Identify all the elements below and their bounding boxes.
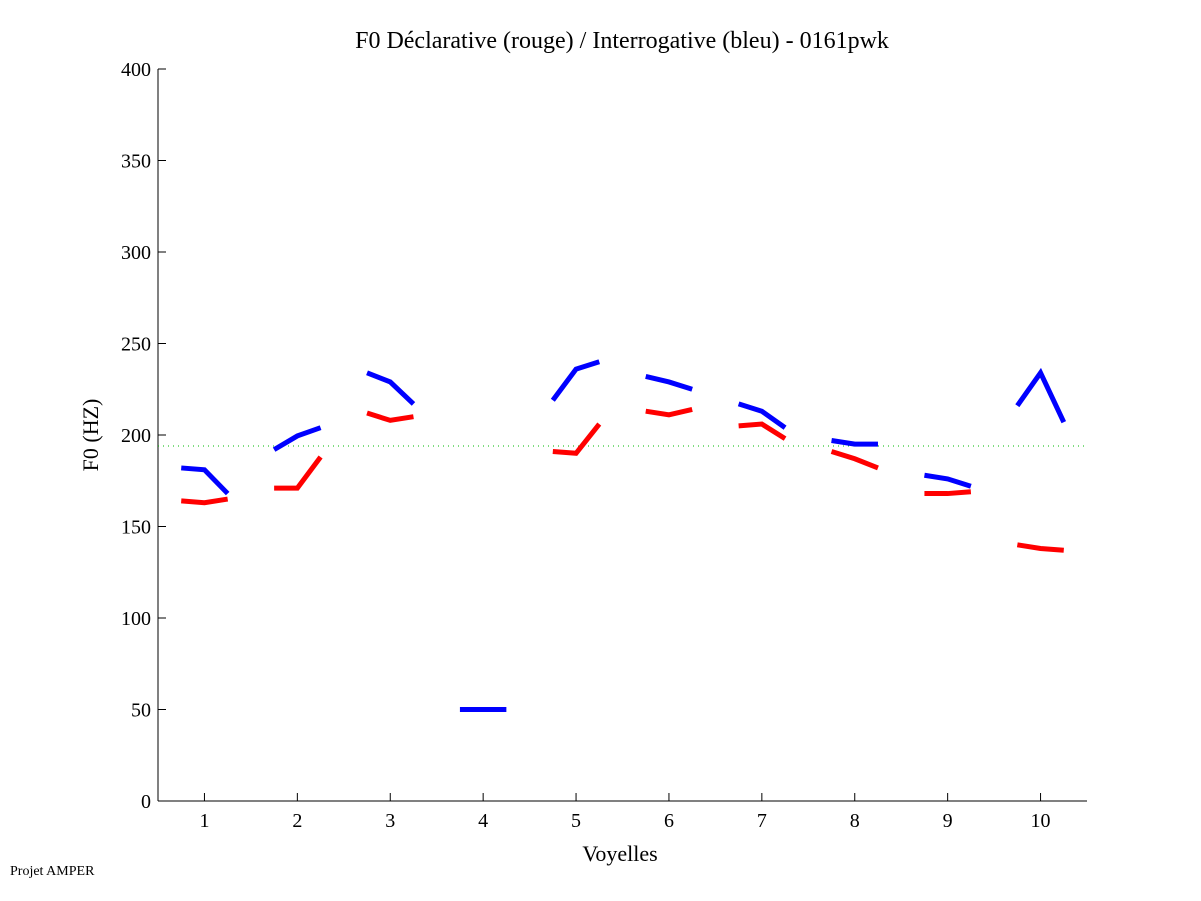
declarative-segment-2 <box>274 455 323 491</box>
interrogative-segment-9 <box>924 472 972 489</box>
declarative-segment-8 <box>830 449 879 471</box>
interrogative-segment-8 <box>831 438 878 447</box>
declarative-segment-3 <box>366 410 414 423</box>
declarative-segment-10 <box>1016 542 1064 553</box>
x-tick-label: 3 <box>385 810 395 832</box>
declarative-segment-9 <box>924 489 972 497</box>
x-tick-label: 9 <box>943 810 953 832</box>
y-tick-label: 300 <box>121 242 151 264</box>
y-tick-label: 250 <box>121 334 151 356</box>
y-axis-label: F0 (HZ) <box>78 399 103 472</box>
interrogative-segment-6 <box>645 374 693 392</box>
chart-title: F0 Déclarative (rouge) / Interrogative (… <box>355 28 889 54</box>
y-tick-label: 0 <box>141 791 151 813</box>
declarative-segment-5 <box>552 422 602 456</box>
axes: 0 50 100 150 200 250 300 350 400 1 2 3 4 5 6 7 8 9 10 <box>121 59 1087 832</box>
x-tick-label: 10 <box>1031 810 1051 832</box>
interrogative-segment-5 <box>550 359 601 402</box>
y-tick-label: 50 <box>131 700 151 722</box>
x-tick-label: 4 <box>478 810 488 832</box>
x-tick-label: 5 <box>571 810 581 832</box>
declarative-segment-6 <box>645 406 693 418</box>
footer-credit: Projet AMPER <box>10 864 95 879</box>
interrogative-segment-10 <box>1015 367 1067 424</box>
y-tick-label: 350 <box>121 151 151 173</box>
x-tick-label: 8 <box>850 810 860 832</box>
interrogative-segment-1 <box>181 465 230 496</box>
x-tick-label: 2 <box>292 810 302 832</box>
x-tick-label: 1 <box>199 810 209 832</box>
interrogative-segment-7 <box>737 401 787 430</box>
y-tick-label: 200 <box>121 425 151 447</box>
x-axis-label: Voyelles <box>582 841 657 866</box>
x-tick-label: 6 <box>664 810 674 832</box>
y-tick-label: 400 <box>121 59 151 81</box>
x-tick-label: 7 <box>757 810 767 832</box>
data-marks <box>158 359 1087 712</box>
declarative-segment-1 <box>181 496 229 506</box>
declarative-segment-7 <box>738 421 787 441</box>
interrogative-segment-2 <box>272 425 322 452</box>
y-tick-label: 100 <box>121 608 151 630</box>
y-tick-label: 150 <box>121 517 151 539</box>
interrogative-segment-3 <box>366 370 416 406</box>
